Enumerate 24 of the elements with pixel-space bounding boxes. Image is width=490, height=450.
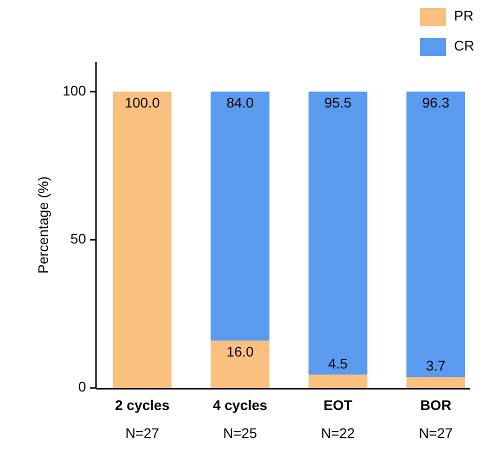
x-tick-label: 2 cycles N=27	[114, 397, 170, 441]
x-tick-label: 4 cycles N=25	[212, 397, 268, 441]
bar	[112, 92, 172, 388]
x-tick-label: BOR N=27	[418, 397, 453, 441]
bar	[210, 340, 270, 388]
y-tick-label: 0	[78, 378, 86, 395]
data-label: 3.7	[426, 358, 446, 374]
bar	[406, 377, 466, 388]
bar	[308, 92, 368, 375]
data-label: 95.5	[324, 94, 352, 110]
data-label: 96.3	[422, 94, 450, 110]
bar	[308, 374, 368, 388]
legend-label: PR	[454, 8, 474, 24]
legend-label: CR	[454, 38, 474, 54]
y-tick-label: 50	[70, 230, 86, 247]
x-tick-label: EOT N=22	[320, 397, 356, 441]
y-tick-label: 100	[62, 82, 86, 98]
bar	[210, 92, 270, 341]
data-label: 16.0	[226, 343, 254, 360]
data-label: 84.0	[226, 94, 254, 110]
y-axis-title: Percentage (%)	[35, 176, 51, 274]
bar	[406, 92, 466, 378]
data-label: 100.0	[124, 94, 160, 110]
data-label: 4.5	[328, 355, 348, 372]
